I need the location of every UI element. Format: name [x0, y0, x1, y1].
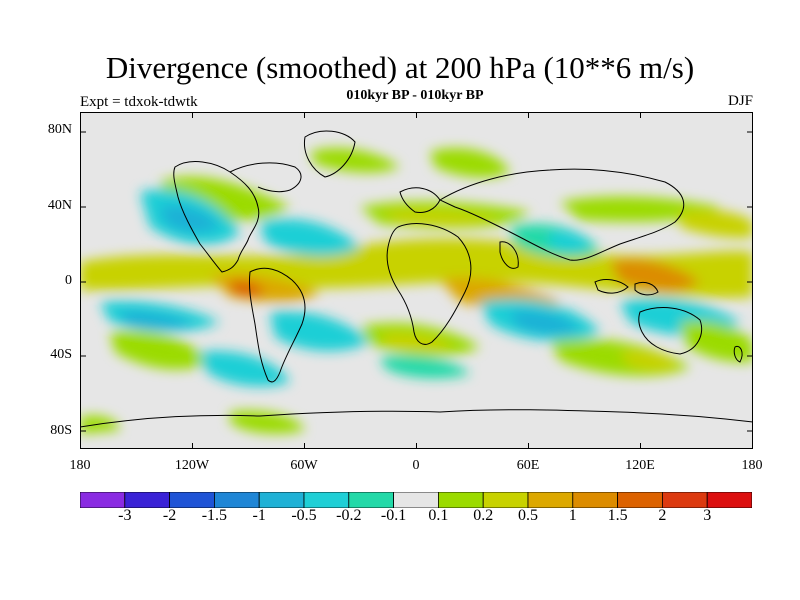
lat-tick-label: 40S — [50, 347, 72, 362]
lat-tick-label: 0 — [65, 273, 72, 288]
chart-subtitle: 010kyr BP - 010kyr BP — [346, 88, 484, 103]
colorbar-swatch — [437, 491, 484, 509]
lon-tick-label: 180 — [69, 458, 91, 473]
colorbar-swatch — [482, 491, 529, 509]
colorbar-swatch — [662, 491, 708, 509]
lon-tick-label: 120E — [625, 458, 655, 473]
colorbar-label: -0.5 — [291, 507, 317, 524]
colorbar-swatch — [124, 491, 170, 509]
colorbar-label: 0.2 — [473, 507, 494, 524]
colorbar-swatch — [213, 491, 260, 509]
colorbar-label: 1.5 — [607, 507, 628, 524]
colorbar-swatch — [706, 491, 753, 509]
colorbar-label: 2 — [658, 507, 667, 524]
colorbar-label: -1 — [252, 507, 266, 524]
colorbar-label: -1.5 — [201, 507, 228, 524]
lat-tick-label: 40N — [47, 198, 72, 213]
lon-tick-label: 180 — [741, 458, 763, 473]
colorbar-swatch — [79, 491, 126, 509]
coastlines — [80, 130, 753, 428]
chart-title: Divergence (smoothed) at 200 hPa (10**6 … — [105, 50, 695, 85]
colorbar-swatch — [617, 491, 663, 509]
colorbar-label: -2 — [162, 507, 177, 524]
colorbar-swatch — [303, 491, 350, 509]
colorbar-label: -0.1 — [380, 507, 407, 524]
lon-tick-label: 0 — [412, 458, 420, 473]
colorbar-label: 0.1 — [428, 507, 449, 524]
lon-tick-label: 60W — [290, 458, 318, 473]
colorbar-label: -3 — [118, 507, 132, 524]
colorbar — [79, 491, 753, 513]
lon-tick-label: 60E — [516, 458, 540, 473]
colorbar-label: -0.2 — [336, 507, 362, 524]
colorbar-label: 0.5 — [518, 507, 538, 524]
colorbar-label: 3 — [703, 507, 712, 524]
experiment-label: Expt = tdxok-tdwtk — [80, 94, 198, 110]
lon-tick-label: 120W — [174, 458, 210, 473]
colorbar-swatch — [527, 491, 574, 509]
season-label: DJF — [727, 93, 753, 109]
colorbar-swatch — [258, 491, 305, 509]
lat-tick-label: 80N — [47, 122, 72, 137]
colorbar-label: 1 — [568, 507, 577, 524]
colorbar-swatches — [79, 491, 753, 509]
divergence-map — [80, 112, 753, 449]
colorbar-swatch — [572, 491, 618, 509]
lat-tick-label: 80S — [50, 423, 72, 438]
colorbar-swatch — [169, 491, 215, 509]
map-panel — [80, 112, 753, 449]
colorbar-swatch — [348, 491, 394, 509]
colorbar-swatch — [393, 491, 439, 509]
